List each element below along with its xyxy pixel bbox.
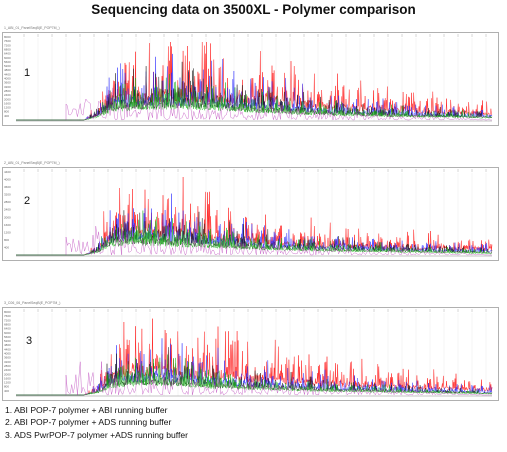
y-tick-label: 800	[4, 385, 9, 389]
y-tick-label: 7200	[4, 318, 11, 322]
trace-line	[65, 361, 492, 396]
y-tick-label: 7600	[4, 314, 11, 318]
panel-run-label: 2_ABI_01_PanelSeqB(E_POP7M_)	[4, 161, 60, 165]
legend-item: 2. ABI POP-7 polymer + ADS running buffe…	[5, 417, 172, 428]
y-tick-label: 4800	[4, 343, 11, 347]
y-tick-label: 1600	[4, 376, 11, 380]
trace-line	[16, 338, 493, 396]
y-tick-label: 4400	[4, 347, 11, 351]
y-tick-label: 5200	[4, 339, 11, 343]
chart-title: Sequencing data on 3500XL - Polymer comp…	[91, 2, 416, 17]
y-tick-label: 1600	[4, 101, 11, 105]
y-tick-label: 6400	[4, 327, 11, 331]
panel-1-plot: 8000760072006800640060005600520048004400…	[4, 34, 493, 122]
y-tick-label: 2800	[4, 364, 11, 368]
y-tick-label: 3200	[4, 85, 11, 89]
y-tick-label: 7600	[4, 39, 11, 43]
panel-3-plot: 8000760072006800640060005600520048004400…	[4, 309, 493, 397]
panel-number: 3	[26, 335, 32, 347]
y-tick-label: 1200	[4, 106, 11, 110]
y-tick-label: 7200	[4, 43, 11, 47]
y-tick-label: 1600	[4, 223, 11, 227]
y-tick-label: 2400	[4, 93, 11, 97]
y-tick-label: 2800	[4, 89, 11, 93]
y-tick-label: 1200	[4, 381, 11, 385]
y-tick-label: 5200	[4, 64, 11, 68]
y-tick-label: 3600	[4, 81, 11, 85]
electropherogram-panel-2: 2_ABI_01_PanelSeqB(E_POP7M_) 4400 4000 360…	[2, 161, 499, 261]
y-tick-label: 4400	[4, 170, 11, 174]
trace-line	[16, 210, 493, 256]
y-tick-label: 4400	[4, 72, 11, 76]
y-tick-label: 8000	[4, 35, 11, 39]
y-tick-label: 2400	[4, 208, 11, 212]
y-tick-label: 800	[4, 110, 9, 114]
y-tick-label: 6800	[4, 322, 11, 326]
y-tick-label: 2400	[4, 368, 11, 372]
y-tick-label: 3600	[4, 185, 11, 189]
y-tick-label: 2000	[4, 215, 11, 219]
y-tick-label: 3600	[4, 356, 11, 360]
y-tick-label: 4000	[4, 77, 11, 81]
electropherogram-panel-3: 3_C06_06_PanelSeqB(E_POP7M_) 8000 7600 720…	[2, 301, 499, 401]
y-tick-label: 1200	[4, 230, 11, 234]
trace-line	[16, 74, 493, 121]
legend: 1. ABI POP-7 polymer + ABI running buffe…	[5, 404, 495, 441]
legend-item: 3. ADS PwrPOP-7 polymer +ADS running buf…	[5, 429, 189, 440]
y-tick-label: 3200	[4, 360, 11, 364]
y-tick-label: 4000	[4, 352, 11, 356]
panel-number: 2	[24, 195, 30, 207]
trace-line	[65, 226, 492, 256]
y-tick-label: 2000	[4, 372, 11, 376]
y-tick-label: 8000	[4, 310, 11, 314]
y-tick-label: 6000	[4, 56, 11, 60]
y-tick-label: 800	[4, 238, 9, 242]
trace-line	[65, 87, 492, 121]
y-tick-label: 5600	[4, 60, 11, 64]
y-tick-label: 4800	[4, 68, 11, 72]
y-tick-label: 400	[4, 245, 9, 249]
y-tick-label: 400	[4, 114, 9, 118]
panel-2-plot: 4400 4000 3600 3200 2800 2400 2000 1600 1200 800 4…	[4, 169, 493, 257]
y-tick-label: 3200	[4, 193, 11, 197]
y-tick-label: 5600	[4, 335, 11, 339]
panel-number: 1	[24, 67, 30, 79]
y-tick-label: 6800	[4, 47, 11, 51]
y-tick-label: 2000	[4, 97, 11, 101]
electropherogram-panel-1: 1_ABI_01_PanelSeqB(E_POP7M_) 8000 7600 720…	[2, 26, 499, 126]
legend-item: 1. ABI POP-7 polymer + ABI running buffe…	[5, 405, 168, 415]
y-tick-label: 6400	[4, 52, 11, 56]
y-tick-label: 6000	[4, 331, 11, 335]
y-tick-label: 4000	[4, 178, 11, 182]
y-tick-label: 2800	[4, 200, 11, 204]
panel-run-label: 1_ABI_01_PanelSeqB(E_POP7M_)	[4, 26, 60, 30]
y-tick-label: 400	[4, 389, 9, 393]
panel-run-label: 3_C06_06_PanelSeqB(E_POP7M_)	[4, 301, 61, 305]
